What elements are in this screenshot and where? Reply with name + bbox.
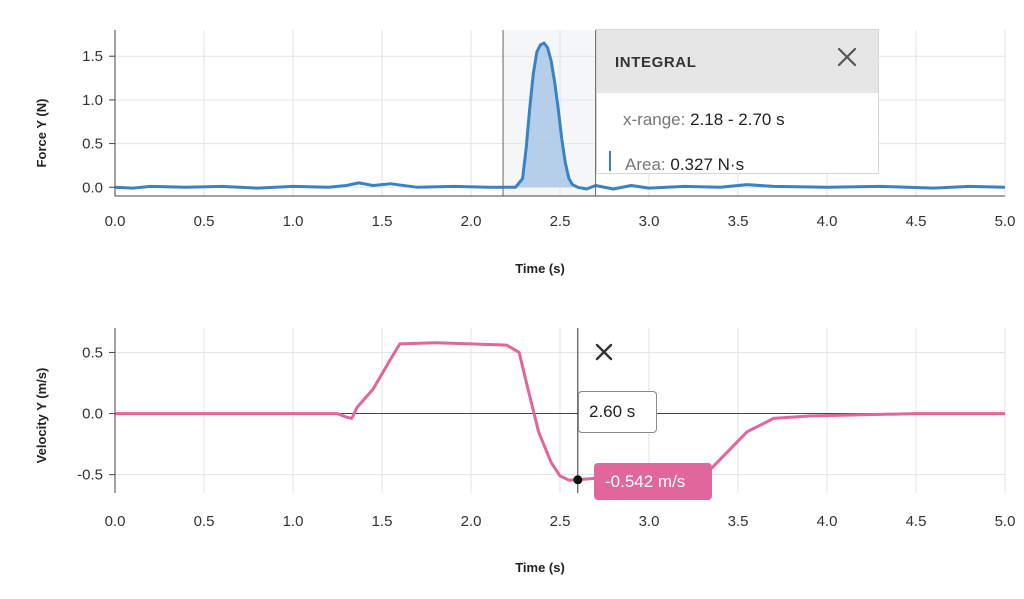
y-tick-label: -0.5 <box>77 467 103 484</box>
y-tick-label: 0.5 <box>82 344 103 361</box>
x-tick-label: 1.5 <box>372 213 393 230</box>
integral-area-row: Area: 0.327 N·s <box>625 155 744 175</box>
x-tick-label: 4.0 <box>817 513 838 530</box>
integral-panel-header: INTEGRAL <box>597 30 878 93</box>
area-value: 0.327 N·s <box>670 155 745 174</box>
velocity-chart[interactable]: 0.0 0.5 1.0 1.5 2.0 2.5 3.0 3.5 4.0 4.5 5.0 0.5 0.0 -… <box>34 328 1015 575</box>
range-label: x-range: <box>623 110 686 129</box>
x-tick-label: 3.5 <box>728 513 749 530</box>
x-tick-label: 0.5 <box>194 513 215 530</box>
close-icon[interactable] <box>594 342 614 362</box>
y-tick-label: 0.0 <box>82 179 103 196</box>
force-y-axis-label: Force Y (N) <box>34 99 49 168</box>
range-value: 2.18 - 2.70 s <box>690 110 785 129</box>
x-tick-label: 4.5 <box>906 513 927 530</box>
force-chart[interactable]: 0.0 0.5 1.0 1.5 2.0 2.5 3.0 3.5 4.0 4.5 5.0 0.0 0.5 1… <box>34 30 1015 276</box>
x-tick-label: 2.0 <box>461 513 482 530</box>
velocity-y-axis-label: Velocity Y (m/s) <box>34 368 49 464</box>
force-series-line <box>114 41 1006 191</box>
cursor-time-readout: 2.60 s <box>578 391 657 433</box>
cursor-value-badge: -0.542 m/s <box>594 463 712 500</box>
velocity-grid <box>109 328 1006 493</box>
velocity-tick-labels: 0.0 0.5 1.0 1.5 2.0 2.5 3.0 3.5 4.0 4.5 5.0 0.5 0.0 -… <box>77 344 1015 530</box>
x-tick-label: 4.0 <box>817 213 838 230</box>
x-tick-label: 3.5 <box>728 213 749 230</box>
integral-range-row: x-range: 2.18 - 2.70 s <box>623 110 785 130</box>
cursor-point <box>573 475 583 485</box>
force-tick-labels: 0.0 0.5 1.0 1.5 2.0 2.5 3.0 3.5 4.0 4.5 5.0 0.0 0.5 1… <box>82 48 1015 230</box>
x-tick-label: 0.0 <box>105 513 126 530</box>
close-icon[interactable] <box>836 46 858 68</box>
x-tick-label: 5.0 <box>995 213 1016 230</box>
area-marker-icon <box>609 151 611 171</box>
x-tick-label: 5.0 <box>995 513 1016 530</box>
x-tick-label: 4.5 <box>906 213 927 230</box>
area-label: Area: <box>625 155 666 174</box>
x-tick-label: 0.0 <box>105 213 126 230</box>
y-tick-label: 1.0 <box>82 92 103 109</box>
x-tick-label: 1.0 <box>283 213 304 230</box>
integral-panel: INTEGRAL x-range: 2.18 - 2.70 s Area: 0.… <box>596 29 879 174</box>
x-tick-label: 1.0 <box>283 513 304 530</box>
x-tick-label: 1.5 <box>372 513 393 530</box>
y-tick-label: 0.0 <box>82 406 103 423</box>
velocity-series-line <box>115 341 1005 482</box>
x-tick-label: 2.0 <box>461 213 482 230</box>
x-tick-label: 2.5 <box>550 213 571 230</box>
x-tick-label: 2.5 <box>550 513 571 530</box>
force-x-axis-label: Time (s) <box>515 261 565 276</box>
integral-title: INTEGRAL <box>615 54 697 71</box>
x-tick-label: 0.5 <box>194 213 215 230</box>
x-tick-label: 3.0 <box>639 513 660 530</box>
velocity-x-axis-label: Time (s) <box>515 560 565 575</box>
y-tick-label: 1.5 <box>82 48 103 65</box>
x-tick-label: 3.0 <box>639 213 660 230</box>
y-tick-label: 0.5 <box>82 136 103 153</box>
